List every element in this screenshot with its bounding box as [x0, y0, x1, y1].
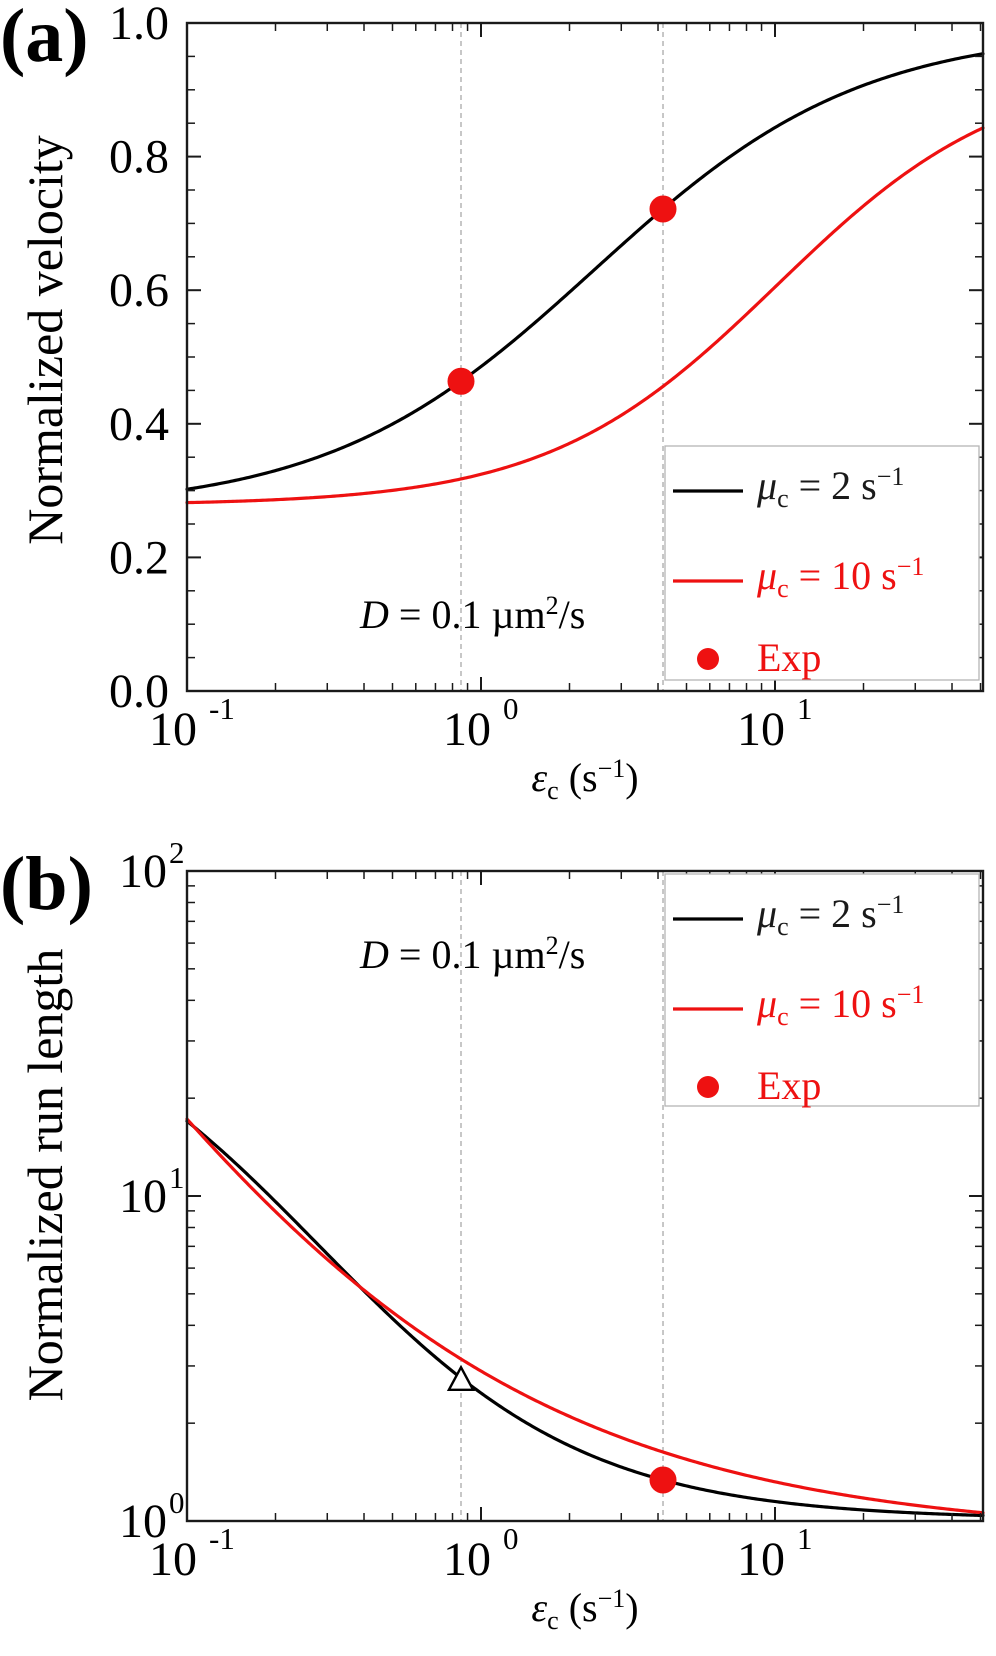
svg-text:10: 10: [443, 703, 491, 756]
svg-text:10: 10: [737, 1533, 785, 1586]
svg-text:Normalized velocity: Normalized velocity: [17, 135, 73, 545]
svg-text:0: 0: [503, 691, 519, 726]
svg-text:Normalized run length: Normalized run length: [17, 949, 73, 1402]
svg-text:0: 0: [503, 1521, 519, 1556]
svg-text:(b): (b): [0, 842, 93, 926]
svg-text:Exp: Exp: [757, 635, 821, 680]
svg-text:1: 1: [169, 1160, 185, 1195]
svg-text:10: 10: [119, 1170, 167, 1223]
svg-text:0.8: 0.8: [109, 131, 169, 184]
svg-text:2: 2: [169, 835, 185, 870]
svg-text:0: 0: [169, 1485, 185, 1520]
svg-text:0.4: 0.4: [109, 398, 169, 451]
svg-text:10: 10: [737, 703, 785, 756]
svg-text:0.6: 0.6: [109, 264, 169, 317]
svg-text:10: 10: [119, 845, 167, 898]
svg-text:1.0: 1.0: [109, 0, 169, 50]
svg-text:1: 1: [797, 1521, 813, 1556]
svg-text:(a): (a): [0, 0, 89, 78]
svg-text:-1: -1: [209, 1521, 235, 1556]
svg-text:10: 10: [443, 1533, 491, 1586]
svg-text:Exp: Exp: [757, 1063, 821, 1108]
svg-text:1: 1: [797, 691, 813, 726]
svg-text:-1: -1: [209, 691, 235, 726]
svg-text:10: 10: [149, 1533, 197, 1586]
svg-text:10: 10: [149, 703, 197, 756]
svg-text:0.2: 0.2: [109, 531, 169, 584]
